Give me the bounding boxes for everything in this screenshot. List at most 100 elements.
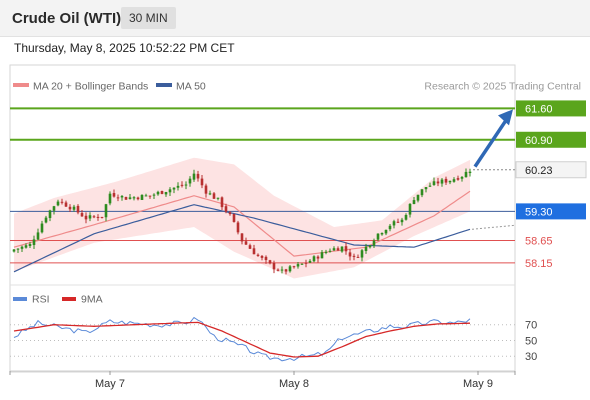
candle-body [132,197,136,199]
candle-body [124,197,128,200]
ma-projection-line [471,224,516,230]
candle-body [32,239,36,246]
candle-body [236,222,240,233]
candle-body [468,171,472,174]
candle-body [232,213,236,222]
candle-body [460,176,464,179]
projection-arrow-layer [473,109,513,168]
candle-body [36,232,40,240]
candle-body [348,252,352,257]
candle-body [116,197,120,199]
candle-body [320,252,324,259]
x-tick-label: May 9 [463,378,493,390]
candle-body [84,215,88,220]
candle-body [284,269,288,272]
candle-body [88,215,92,219]
candle-body [308,260,312,263]
candle-body [148,195,152,197]
candle-body [184,184,188,186]
candle-body [288,266,292,272]
candle-body [212,193,216,199]
candle-body [404,214,408,220]
candle-body [68,206,72,210]
candle-body [176,185,180,188]
candle-body [12,249,16,252]
candle-body [52,206,56,211]
candle-body [448,180,452,183]
level-tag-61-60 [516,100,586,117]
level-lines-layer [10,107,515,264]
candle-body [252,248,256,255]
level-label-61-60: 61.60 [525,103,553,115]
candle-body [420,189,424,196]
candle-body [280,269,284,271]
candle-body [380,233,384,235]
ma20-line [13,190,471,257]
chart-frame [9,64,516,373]
instrument-title: Crude Oil (WTI) [12,10,122,27]
credit-label: Research © 2025 Trading Central [424,81,581,93]
candle-body [96,216,100,218]
rsi-layer: 70 50 30 [10,316,537,363]
candle-body [276,269,280,271]
x-tick-label: May 8 [279,378,309,390]
ma20-legend-swatch [13,83,29,87]
ma20-legend-label: MA 20 + Bollinger Bands [33,81,148,93]
candle-body [352,255,356,257]
candle-body [392,221,396,226]
rsi-legend-swatch [13,297,27,301]
candle-body [368,245,372,248]
candle-body [296,264,300,267]
candle-body [128,197,132,199]
candle-body [328,250,332,252]
candle-body [264,256,268,261]
candle-body [272,262,276,270]
candle-body [440,179,444,184]
candle-body [56,201,60,206]
candle-body [424,187,428,190]
candle-body [224,206,228,212]
candle-body [248,245,252,249]
candle-body [464,171,468,178]
projection-arrow-shaft [473,119,508,168]
candle-body [456,178,460,180]
candle-body [260,255,264,258]
rsi-line [13,316,471,362]
level-label-60-23: 60.23 [525,165,553,177]
level-labels-layer: 61.60 60.90 60.23 59.30 58.65 58.15 [515,100,587,270]
candle-body [20,246,24,249]
candle-body [28,244,32,246]
level-label-59-30: 59.30 [525,206,553,218]
candle-body [452,179,456,182]
candle-body [268,260,272,264]
candle-body [300,263,304,265]
candle-body [156,191,160,195]
rsi-ma-line [13,321,471,358]
candle-body [396,221,400,223]
rsi-tick-label-70: 70 [525,320,537,332]
timeframe-button[interactable]: 30 MIN [121,7,176,29]
candle-body [412,200,416,205]
candle-body [72,206,76,210]
candle-body [80,213,84,217]
candle-body [44,217,48,223]
candle-body [136,197,140,200]
level-tag-60-23 [515,161,587,179]
candle-body [60,201,64,203]
candle-body [292,266,296,268]
candle-body [256,254,260,256]
candle-body [344,246,348,252]
candle-body [152,194,156,196]
candle-body [220,197,224,208]
candle-body [120,195,124,198]
candle-body [436,181,440,184]
rsi-ma-legend-label: 9MA [81,294,103,306]
candle-body [388,225,392,230]
candle-body [336,248,340,251]
candle-body [24,245,28,248]
candle-body [144,195,148,197]
candle-body [204,185,208,194]
chart-header: Crude Oil (WTI) 30 MIN [0,0,590,37]
candle-body [244,241,248,245]
